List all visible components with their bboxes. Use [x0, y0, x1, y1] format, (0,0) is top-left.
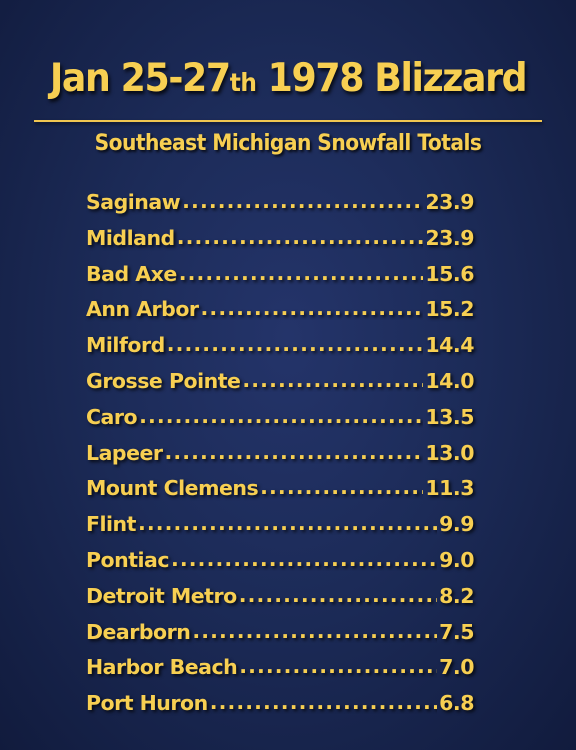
snowfall-value: 23.9 [425, 225, 474, 250]
city-name: Mount Clemens [86, 476, 259, 501]
list-item: Dearborn 7.5 [86, 620, 474, 656]
city-name: Pontiac [86, 547, 170, 572]
list-item: Lapeer 13.0 [86, 441, 474, 477]
list-item: Milford 14.4 [86, 333, 474, 369]
list-item: Caro 13.5 [86, 405, 474, 441]
snowfall-value: 7.5 [439, 619, 474, 644]
snowfall-value: 13.5 [425, 404, 474, 429]
city-name: Flint [86, 512, 136, 537]
city-name: Lapeer [86, 440, 163, 465]
snowfall-value: 6.8 [439, 691, 474, 716]
leader-dots [210, 690, 437, 714]
leader-dots [167, 332, 424, 356]
city-name: Port Huron [86, 691, 208, 716]
leader-dots [192, 619, 437, 643]
leader-dots [179, 261, 424, 285]
city-name: Saginaw [86, 190, 181, 214]
snowfall-value: 15.6 [425, 261, 474, 286]
snowfall-value: 9.9 [439, 512, 474, 537]
list-item: Grosse Pointe 14.0 [86, 369, 474, 405]
snowfall-value: 8.2 [439, 583, 474, 608]
list-item: Midland 23.9 [86, 226, 474, 262]
title-date-suffix: th [229, 68, 257, 97]
leader-dots [177, 225, 424, 249]
city-name: Midland [86, 225, 175, 250]
list-item: Saginaw 23.9 [86, 190, 474, 226]
snowfall-value: 13.0 [425, 440, 474, 465]
title-date: Jan 25-27 [49, 56, 231, 101]
snowfall-list: Saginaw 23.9 Midland 23.9 Bad Axe 15.6 Ann … [86, 190, 474, 727]
title-divider [34, 120, 542, 122]
snowfall-value: 9.0 [439, 547, 474, 572]
city-name: Harbor Beach [86, 655, 238, 680]
snowfall-value: 15.2 [425, 297, 474, 322]
page-title: Jan 25-27th 1978 Blizzard [20, 56, 556, 101]
city-name: Dearborn [86, 619, 191, 644]
snowfall-value: 14.0 [425, 368, 474, 393]
snowfall-value: 14.4 [425, 333, 474, 358]
leader-dots [171, 547, 437, 571]
leader-dots [165, 440, 424, 464]
leader-dots [260, 475, 423, 499]
list-item: Detroit Metro 8.2 [86, 584, 474, 620]
city-name: Grosse Pointe [86, 368, 241, 393]
snowfall-value: 11.3 [425, 476, 474, 501]
city-name: Ann Arbor [86, 297, 199, 322]
leader-dots [239, 583, 437, 607]
title-event: 1978 Blizzard [256, 56, 528, 101]
leader-dots [182, 189, 423, 213]
snowfall-value: 7.0 [439, 655, 474, 680]
list-item: Pontiac 9.0 [86, 548, 474, 584]
city-name: Bad Axe [86, 261, 177, 286]
list-item: Flint 9.9 [86, 512, 474, 548]
list-item: Mount Clemens 11.3 [86, 476, 474, 512]
list-item: Bad Axe 15.6 [86, 262, 474, 298]
leader-dots [139, 404, 423, 428]
page-subtitle: Southeast Michigan Snowfall Totals [94, 131, 482, 156]
leader-dots [239, 654, 437, 678]
list-item: Ann Arbor 15.2 [86, 297, 474, 333]
list-item: Port Huron 6.8 [86, 691, 474, 727]
leader-dots [138, 511, 437, 535]
city-name: Milford [86, 333, 165, 358]
leader-dots [242, 368, 423, 392]
city-name: Caro [86, 404, 138, 429]
city-name: Detroit Metro [86, 583, 237, 608]
leader-dots [201, 296, 424, 320]
list-item: Harbor Beach 7.0 [86, 655, 474, 691]
snowfall-value: 23.9 [425, 190, 474, 214]
